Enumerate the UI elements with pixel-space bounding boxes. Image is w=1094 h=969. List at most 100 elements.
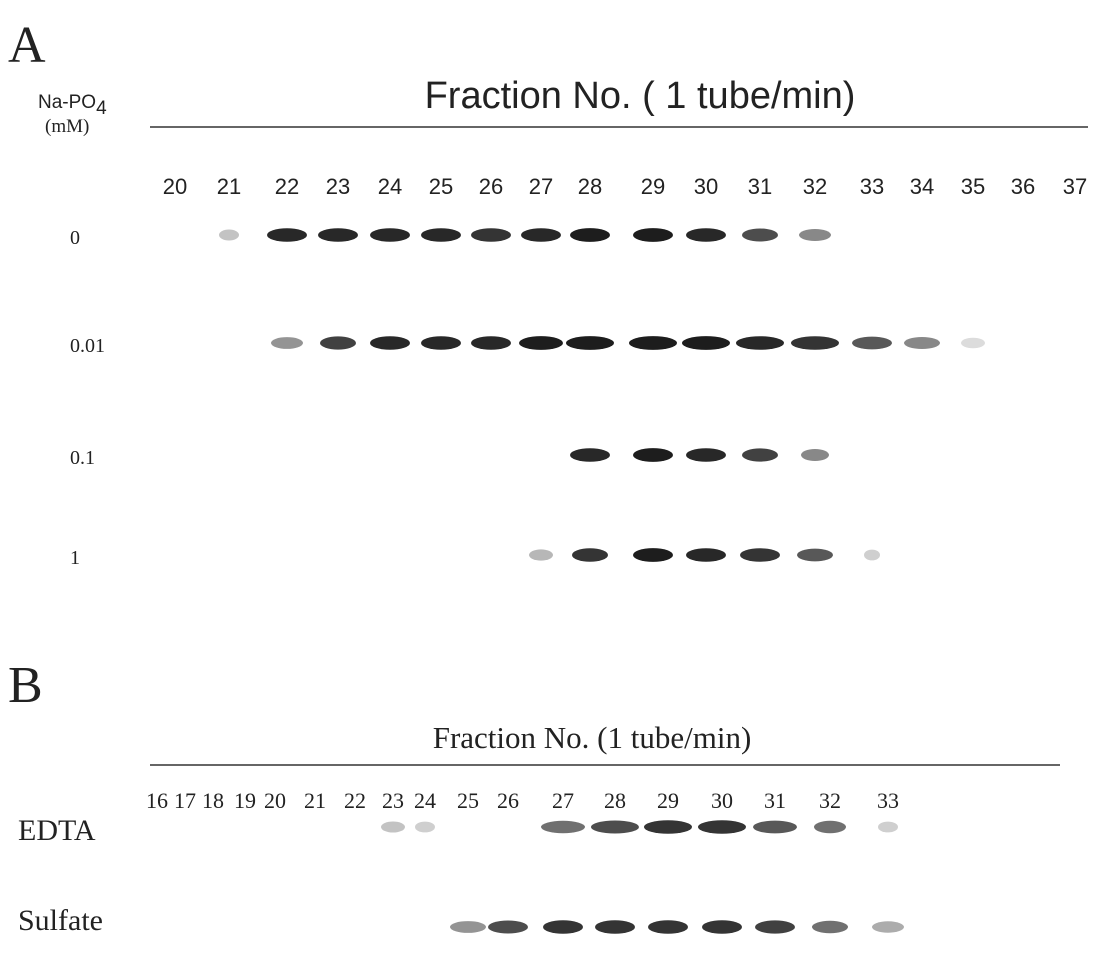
fraction-label: 31 [748, 174, 772, 199]
gel-band [864, 550, 880, 561]
row-header-name: Na-PO [38, 92, 96, 113]
gel-band [872, 921, 904, 932]
fraction-label: 35 [961, 174, 985, 199]
fraction-label: 33 [860, 174, 884, 199]
gel-band [318, 228, 358, 242]
gel-band [753, 821, 797, 834]
row-label: 0 [70, 227, 80, 249]
gel-band [904, 337, 940, 349]
gel-band [686, 448, 726, 462]
gel-band [529, 549, 553, 560]
gel-band [740, 548, 780, 561]
gel-band [267, 228, 307, 242]
gel-band [633, 548, 673, 562]
gel-band [799, 229, 831, 241]
gel-band [878, 822, 898, 833]
gel-band [852, 337, 892, 350]
row-label: 1 [70, 547, 80, 569]
fraction-label: 28 [578, 174, 602, 199]
panel-title: Fraction No. ( 1 tube/min) [425, 75, 856, 117]
gel-band [686, 228, 726, 242]
fraction-label: 28 [604, 788, 626, 813]
fraction-label: 18 [202, 788, 224, 813]
gel-band [591, 821, 639, 834]
row-header: Na-PO4 [38, 92, 107, 119]
fraction-label: 22 [275, 174, 299, 199]
gel-band [698, 820, 746, 833]
fraction-label: 25 [457, 788, 479, 813]
fraction-label: 30 [711, 788, 733, 813]
fraction-label: 37 [1063, 174, 1087, 199]
fraction-label: 31 [764, 788, 786, 813]
gel-band [648, 920, 688, 933]
fraction-label: 20 [264, 788, 286, 813]
gel-band [541, 821, 585, 833]
fraction-label: 29 [657, 788, 679, 813]
gel-band [543, 920, 583, 933]
gel-band [801, 449, 829, 461]
gel-band [519, 336, 563, 350]
fraction-label: 26 [497, 788, 519, 813]
gel-band [742, 229, 778, 242]
gel-band [644, 820, 692, 833]
fraction-label: 36 [1011, 174, 1035, 199]
gel-band [633, 448, 673, 462]
gel-band [271, 337, 303, 349]
gel-band [686, 548, 726, 562]
fraction-label: 27 [552, 788, 574, 813]
gel-band [566, 336, 614, 350]
fraction-label: 24 [414, 788, 436, 813]
gel-band [812, 921, 848, 933]
gel-band [421, 336, 461, 350]
gel-band [370, 228, 410, 242]
gel-band [791, 336, 839, 349]
figure: A Fraction No. ( 1 tube/min) Na-PO4 (mM)… [0, 0, 1094, 969]
gel-band [682, 336, 730, 350]
gel-band [572, 548, 608, 561]
gel-band [219, 230, 239, 241]
gel-band [961, 338, 985, 349]
fraction-label: 32 [803, 174, 827, 199]
row-label: 0.1 [70, 447, 95, 469]
row-header-subscript: 4 [96, 98, 107, 119]
gel-band [381, 822, 405, 833]
gel-band [421, 228, 461, 242]
gel-band [570, 448, 610, 462]
row-label: Sulfate [18, 904, 103, 937]
gel-band [595, 920, 635, 933]
fraction-label: 30 [694, 174, 718, 199]
fraction-label: 26 [479, 174, 503, 199]
fraction-label: 19 [234, 788, 256, 813]
fraction-label: 33 [877, 788, 899, 813]
gel-band [736, 336, 784, 350]
gel-band [570, 228, 610, 242]
gel-band [488, 921, 528, 934]
gel-band [742, 448, 778, 461]
gel-band [471, 336, 511, 350]
gel-band [755, 920, 795, 933]
gel-band [320, 336, 356, 349]
fraction-label: 29 [641, 174, 665, 199]
row-header-unit: (mM) [45, 116, 89, 137]
panel-label: B [8, 657, 43, 714]
fraction-label: 25 [429, 174, 453, 199]
fraction-label: 21 [217, 174, 241, 199]
gel-band [450, 921, 486, 933]
fraction-label: 21 [304, 788, 326, 813]
gel-band [370, 336, 410, 350]
fraction-label: 17 [174, 788, 196, 813]
gel-band [415, 822, 435, 833]
fraction-label: 24 [378, 174, 402, 199]
fraction-label: 34 [910, 174, 934, 199]
fraction-label: 32 [819, 788, 841, 813]
gel-band [797, 549, 833, 562]
gel-band [633, 228, 673, 242]
gel-band [471, 228, 511, 241]
fraction-label: 23 [382, 788, 404, 813]
fraction-label: 23 [326, 174, 350, 199]
gel-band [702, 920, 742, 933]
fraction-label: 22 [344, 788, 366, 813]
row-label: EDTA [18, 814, 96, 847]
gel-band [814, 821, 846, 833]
panel-title: Fraction No. (1 tube/min) [433, 720, 752, 755]
